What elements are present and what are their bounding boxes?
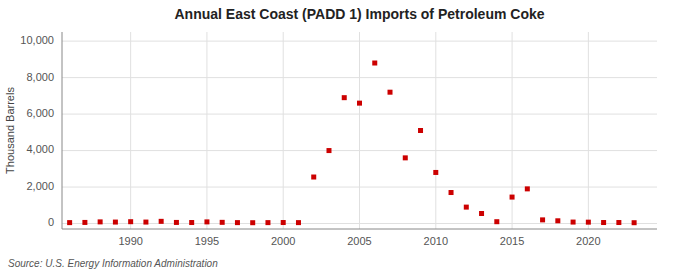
y-tick-label: 8,000: [26, 71, 54, 83]
point: [204, 219, 209, 224]
point: [113, 220, 118, 225]
point: [586, 220, 591, 225]
x-grid-line: [130, 32, 131, 229]
point: [220, 220, 225, 225]
grid: [62, 32, 657, 229]
points: [67, 61, 636, 226]
point: [479, 211, 484, 216]
x-axis-line: [62, 229, 657, 230]
y-axis-label: Thousand Barrels: [4, 87, 16, 174]
x-grid-line: [206, 32, 207, 229]
point: [510, 195, 515, 200]
x-tick-label: 1995: [195, 235, 219, 247]
point: [67, 220, 72, 225]
point: [296, 220, 301, 225]
point: [418, 128, 423, 133]
point: [464, 205, 469, 210]
point: [143, 220, 148, 225]
point: [555, 218, 560, 223]
point: [159, 219, 164, 224]
point: [174, 220, 179, 225]
point: [403, 155, 408, 160]
x-tick-label: 2010: [424, 235, 448, 247]
point: [540, 217, 545, 222]
point: [632, 220, 637, 225]
title: Annual East Coast (PADD 1) Imports of Pe…: [174, 6, 544, 22]
chart: 0 2,000 4,000 6,000 8,000 10,000 1990 1995 2000 2…: [0, 0, 675, 275]
point: [326, 148, 331, 153]
point: [616, 220, 621, 225]
point: [281, 220, 286, 225]
point: [494, 219, 499, 224]
source-note: Source: U.S. Energy Information Administ…: [8, 258, 218, 269]
y-axis-line: [62, 32, 63, 229]
point: [388, 90, 393, 95]
point: [128, 219, 133, 224]
point: [235, 220, 240, 225]
x-grid-line: [359, 32, 360, 229]
x-tick-label: 2020: [576, 235, 600, 247]
y-tick-label: 0: [48, 216, 54, 228]
y-tick-label: 6,000: [26, 107, 54, 119]
point: [372, 61, 377, 66]
x-tick-label: 2000: [271, 235, 295, 247]
point: [433, 170, 438, 175]
y-tick-label: 10,000: [20, 34, 54, 46]
point: [98, 219, 103, 224]
point: [571, 220, 576, 225]
x-tick-label: 2015: [500, 235, 524, 247]
point: [357, 101, 362, 106]
y-tick-label: 2,000: [26, 180, 54, 192]
x-tick-label: 2005: [347, 235, 371, 247]
x-tick-label: 1990: [118, 235, 142, 247]
point: [311, 175, 316, 180]
point: [601, 220, 606, 225]
point: [265, 220, 270, 225]
y-tick-label: 4,000: [26, 143, 54, 155]
point: [82, 220, 87, 225]
point: [250, 220, 255, 225]
point: [189, 220, 194, 225]
point: [342, 95, 347, 100]
point: [525, 186, 530, 191]
x-grid-line: [588, 32, 589, 229]
x-grid-line: [283, 32, 284, 229]
point: [449, 190, 454, 195]
x-grid-line: [435, 32, 436, 229]
